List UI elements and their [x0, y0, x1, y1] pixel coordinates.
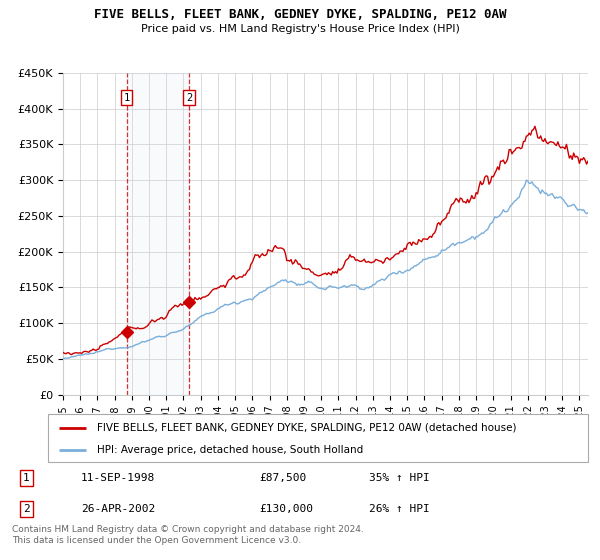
- Text: HPI: Average price, detached house, South Holland: HPI: Average price, detached house, Sout…: [97, 445, 363, 455]
- Text: 26-APR-2002: 26-APR-2002: [81, 504, 155, 514]
- Text: £87,500: £87,500: [260, 473, 307, 483]
- Text: Contains HM Land Registry data © Crown copyright and database right 2024.
This d: Contains HM Land Registry data © Crown c…: [12, 525, 364, 545]
- Text: 2: 2: [23, 504, 30, 514]
- Text: 2: 2: [186, 93, 192, 103]
- Text: 26% ↑ HPI: 26% ↑ HPI: [369, 504, 430, 514]
- Bar: [127, 73, 189, 395]
- Text: 11-SEP-1998: 11-SEP-1998: [81, 473, 155, 483]
- FancyBboxPatch shape: [48, 414, 588, 462]
- Text: 1: 1: [23, 473, 30, 483]
- Text: 35% ↑ HPI: 35% ↑ HPI: [369, 473, 430, 483]
- Text: Price paid vs. HM Land Registry's House Price Index (HPI): Price paid vs. HM Land Registry's House …: [140, 24, 460, 34]
- Text: FIVE BELLS, FLEET BANK, GEDNEY DYKE, SPALDING, PE12 0AW (detached house): FIVE BELLS, FLEET BANK, GEDNEY DYKE, SPA…: [97, 423, 516, 433]
- Text: FIVE BELLS, FLEET BANK, GEDNEY DYKE, SPALDING, PE12 0AW: FIVE BELLS, FLEET BANK, GEDNEY DYKE, SPA…: [94, 8, 506, 21]
- Text: 1: 1: [124, 93, 130, 103]
- Text: £130,000: £130,000: [260, 504, 314, 514]
